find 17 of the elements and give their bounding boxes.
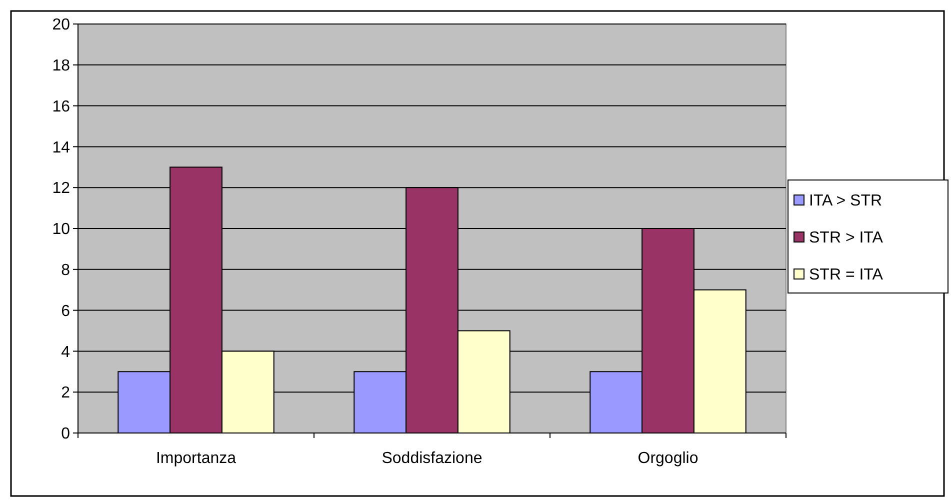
y-tick-label: 0 (61, 426, 70, 443)
y-tick-label: 12 (52, 180, 70, 198)
y-tick-label: 16 (52, 98, 70, 116)
legend-label: STR = ITA (809, 266, 884, 284)
x-tick-label: Orgoglio (638, 450, 698, 467)
x-tick-label: Importanza (156, 450, 236, 467)
legend-label: STR > ITA (809, 230, 884, 247)
y-tick-label: 10 (52, 221, 70, 238)
x-tick-label: Soddisfazione (382, 450, 482, 467)
y-tick-label: 8 (61, 262, 70, 279)
y-tick-label: 6 (61, 302, 70, 320)
y-tick-label: 4 (61, 344, 70, 361)
y-tick-label: 2 (61, 384, 70, 402)
legend-label: ITA > STR (809, 192, 882, 210)
y-tick-label: 14 (52, 139, 70, 156)
y-tick-label: 18 (52, 58, 70, 74)
y-tick-label: 20 (52, 16, 70, 34)
